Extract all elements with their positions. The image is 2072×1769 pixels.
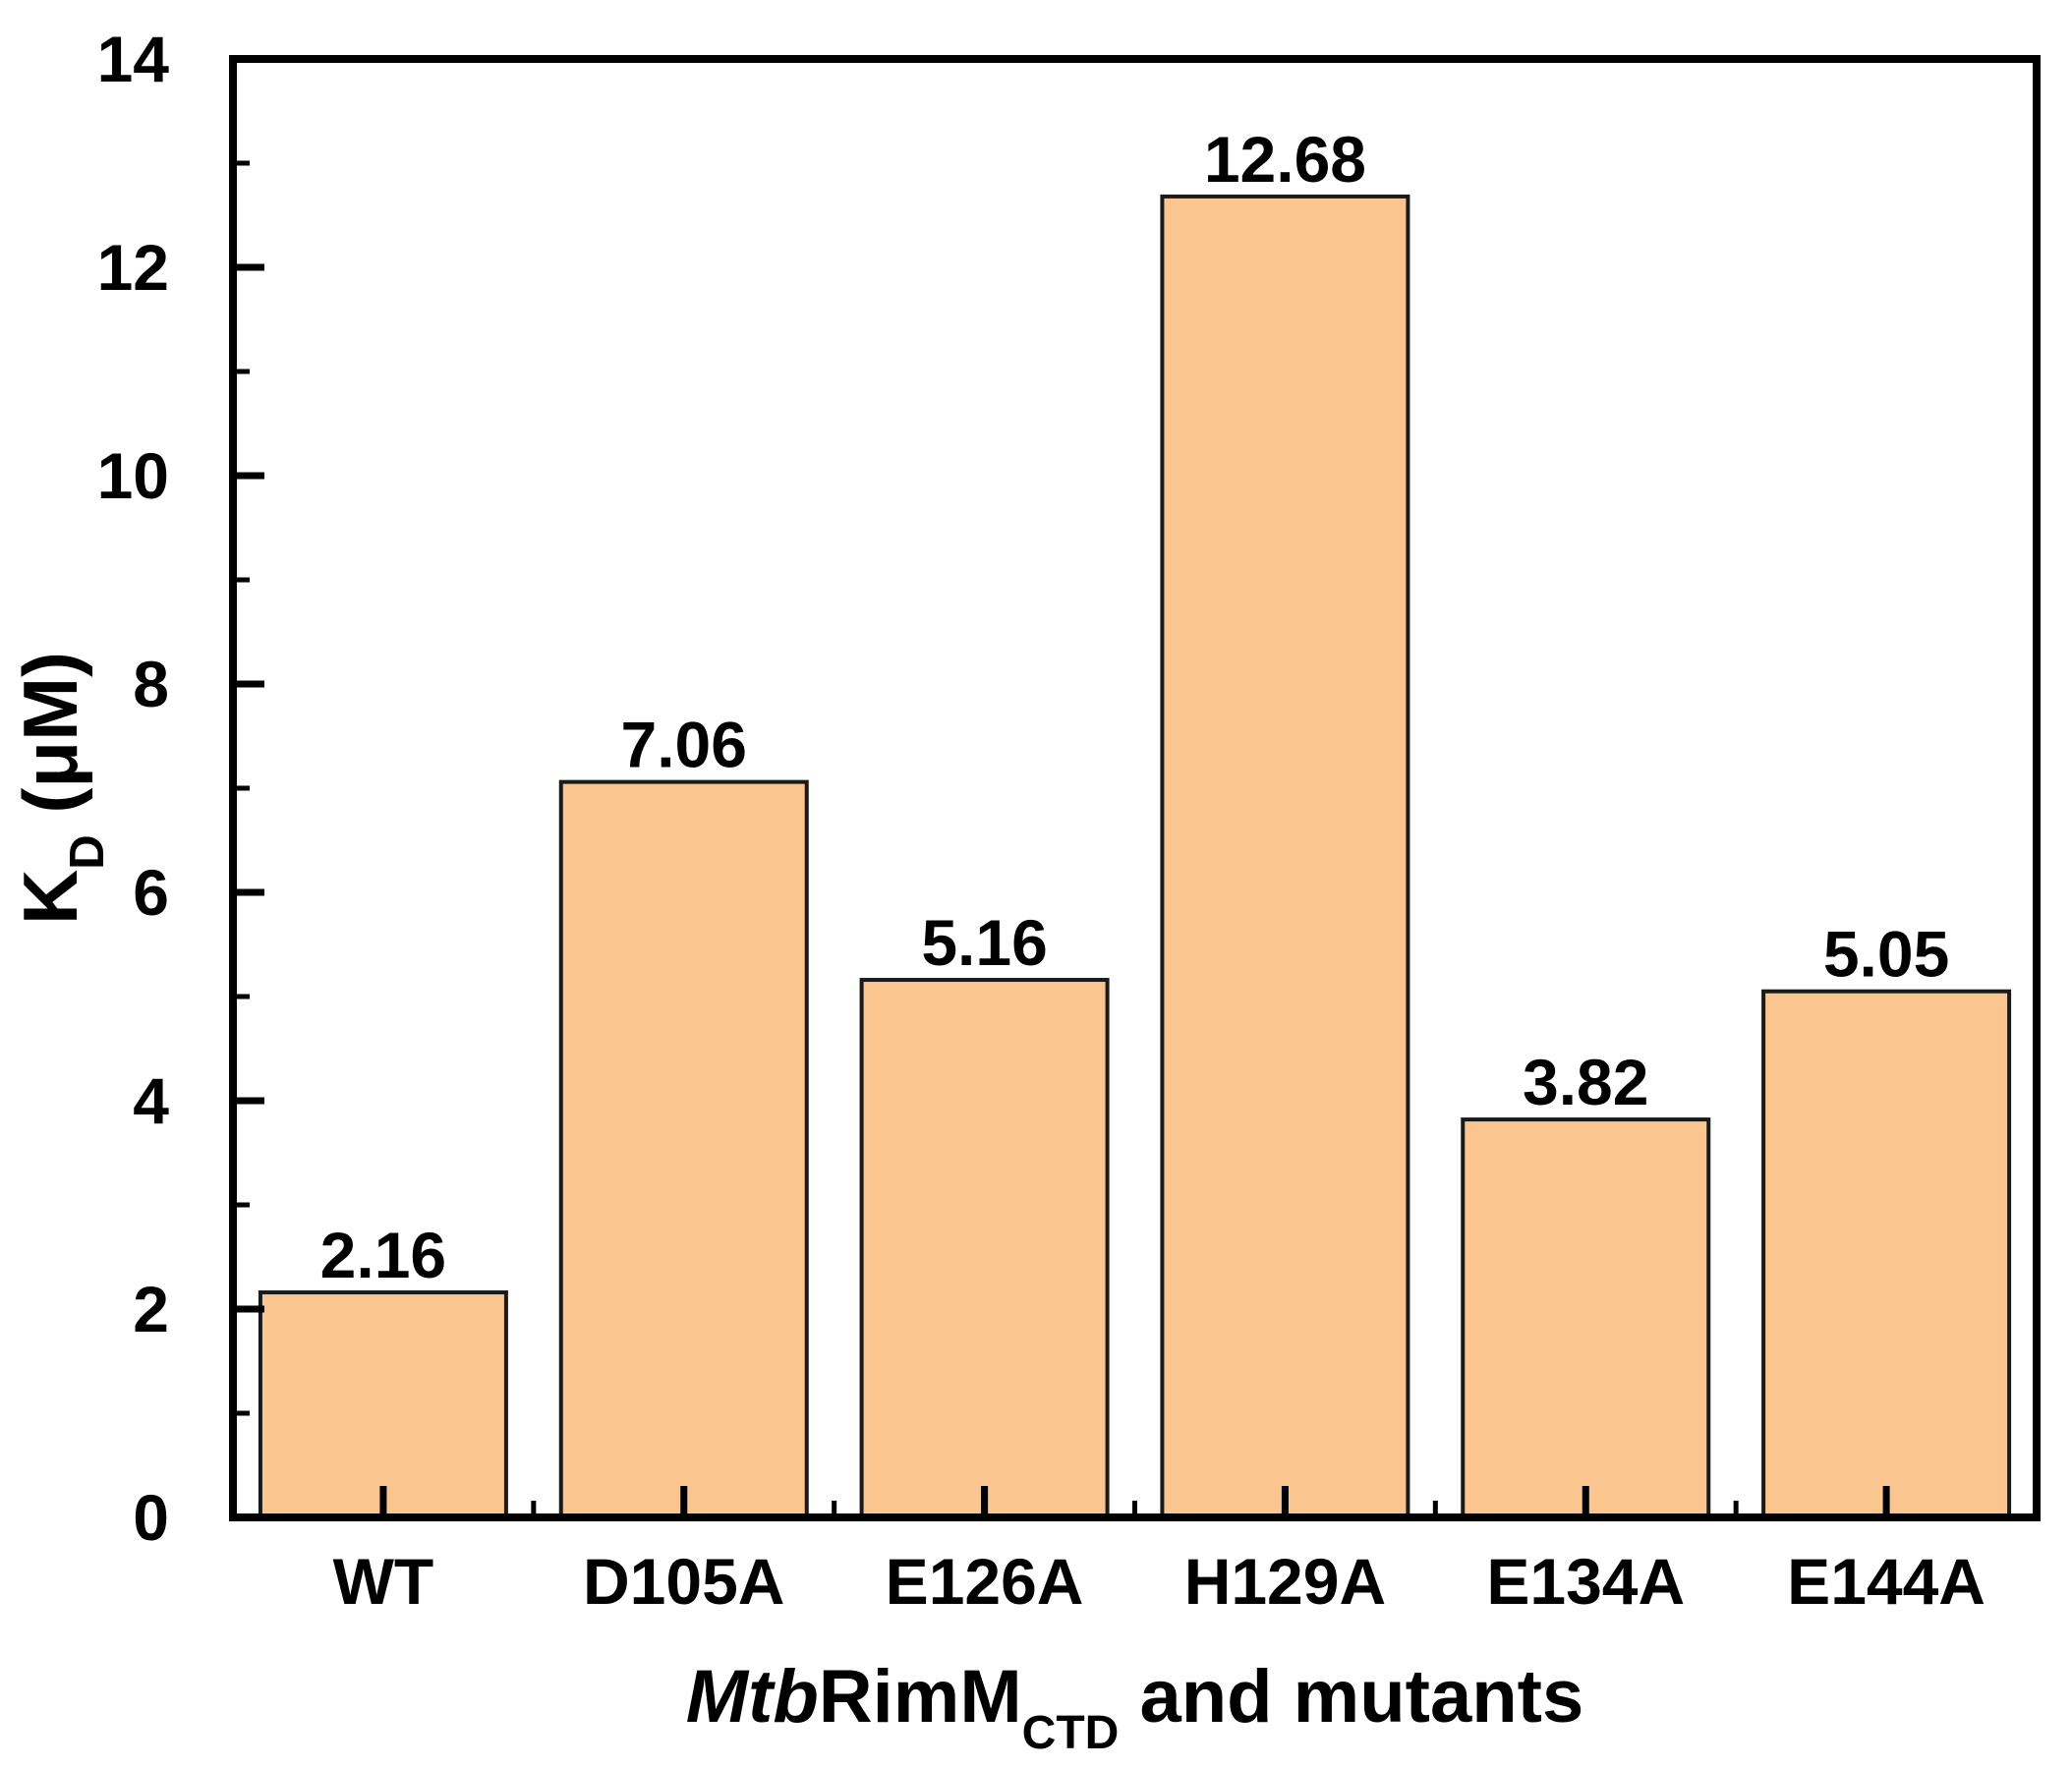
y-axis-tick-label: 8 <box>133 648 169 720</box>
x-axis-tick-label: WT <box>333 1545 434 1618</box>
bar-E144A <box>1761 989 2012 1519</box>
bar-WT <box>258 1290 508 1520</box>
bar-value-label: 2.16 <box>320 1219 446 1291</box>
y-axis-title: KD (μM) <box>7 652 114 925</box>
bar-D105A <box>558 779 809 1519</box>
y-axis-tick-label: 10 <box>97 439 169 512</box>
y-axis-tick-label: 2 <box>133 1273 169 1345</box>
bar-E134A <box>1461 1117 1711 1519</box>
x-axis-tick-label: D105A <box>583 1545 784 1618</box>
x-axis-tick-label: E126A <box>886 1545 1084 1618</box>
bar-value-label: 12.68 <box>1204 123 1366 196</box>
bar-H129A <box>1160 194 1410 1519</box>
bar-E126A <box>859 978 1110 1519</box>
x-axis-tick-label: E134A <box>1486 1545 1685 1618</box>
x-axis-tick-label: E144A <box>1787 1545 1986 1618</box>
x-axis-tick-label: H129A <box>1184 1545 1386 1618</box>
bar-value-label: 5.05 <box>1823 918 1949 991</box>
x-axis-title: MtbRimMCTD and mutants <box>686 1655 1584 1759</box>
y-axis-tick-label: 0 <box>133 1481 169 1554</box>
y-axis-tick-label: 4 <box>133 1064 169 1137</box>
bar-value-label: 5.16 <box>921 906 1047 979</box>
y-axis-tick-label: 6 <box>133 856 169 929</box>
y-axis-tick-label: 14 <box>97 23 170 95</box>
bar-value-label: 3.82 <box>1523 1046 1648 1118</box>
y-axis-tick-label: 12 <box>97 231 169 304</box>
bar-value-label: 7.06 <box>621 709 747 781</box>
